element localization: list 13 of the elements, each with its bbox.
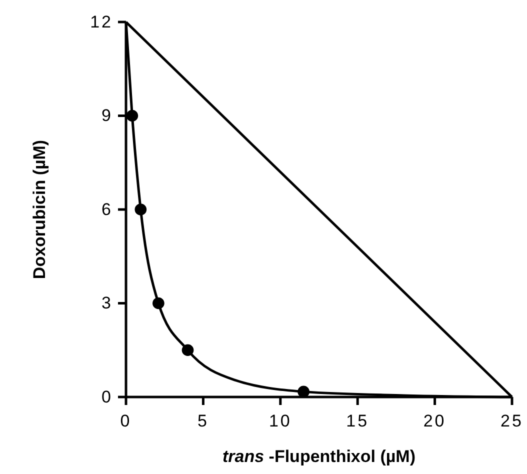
y-tick-label: 3 xyxy=(102,294,113,313)
x-axis-title: trans -Flupenthixol (µM) xyxy=(222,447,416,466)
x-tick-label: 15 xyxy=(346,412,370,431)
y-tick-label: 12 xyxy=(90,12,113,32)
x-tick-label: 25 xyxy=(500,412,524,431)
y-axis-title: Doxorubicin (µM) xyxy=(30,140,49,280)
y-tick-label: 9 xyxy=(102,106,113,126)
x-tick-label: 20 xyxy=(423,412,446,431)
x-tick-label: 0 xyxy=(120,412,132,431)
x-tick-label: 10 xyxy=(268,412,292,431)
y-tick-label: 0 xyxy=(102,387,113,406)
y-tick-label: 6 xyxy=(102,200,113,219)
x-tick-label: 5 xyxy=(197,412,209,431)
